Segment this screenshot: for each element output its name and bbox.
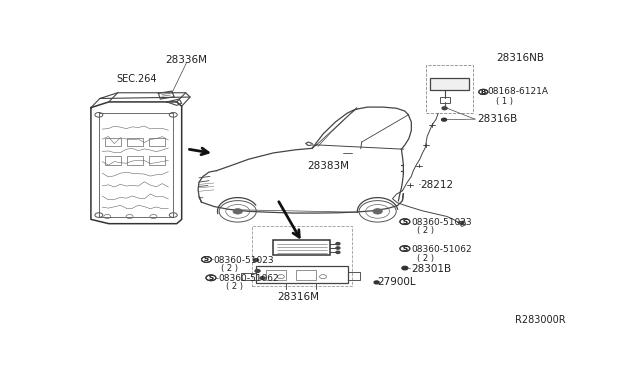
Text: 27900L: 27900L: [378, 278, 416, 288]
Text: ( 2 ): ( 2 ): [417, 254, 435, 263]
Text: ( 2 ): ( 2 ): [417, 226, 435, 235]
Bar: [127, 156, 143, 165]
Text: 08168-6121A: 08168-6121A: [488, 87, 548, 96]
Bar: [440, 97, 449, 103]
Text: S: S: [403, 219, 408, 225]
Text: 28336M: 28336M: [166, 55, 207, 65]
Bar: [127, 138, 143, 146]
Text: S: S: [204, 256, 209, 263]
Text: 08360-51023: 08360-51023: [412, 218, 472, 227]
Text: S: S: [209, 275, 214, 281]
Text: S: S: [209, 275, 214, 281]
Circle shape: [460, 222, 464, 224]
Circle shape: [336, 247, 340, 249]
Text: S: S: [204, 256, 209, 263]
Circle shape: [253, 259, 259, 262]
Bar: [252, 226, 352, 286]
Circle shape: [442, 118, 447, 121]
Circle shape: [373, 209, 382, 214]
Circle shape: [374, 281, 379, 284]
Text: S: S: [403, 246, 408, 251]
Circle shape: [255, 269, 260, 272]
Text: S: S: [403, 219, 408, 225]
Bar: [150, 156, 165, 165]
Text: 28316NB: 28316NB: [497, 52, 545, 62]
Bar: [429, 78, 469, 90]
Text: R283000R: R283000R: [515, 315, 566, 325]
Bar: [266, 270, 286, 280]
Text: ( 1 ): ( 1 ): [495, 97, 513, 106]
Text: S: S: [403, 246, 408, 251]
Text: SEC.264: SEC.264: [116, 74, 157, 84]
Text: 28316B: 28316B: [477, 114, 517, 124]
Text: 28212: 28212: [420, 180, 453, 190]
Circle shape: [260, 277, 265, 279]
Bar: [256, 266, 348, 283]
Bar: [105, 156, 121, 165]
Bar: [105, 138, 121, 146]
Bar: [150, 138, 165, 146]
Bar: [273, 240, 330, 255]
Circle shape: [336, 243, 340, 245]
Text: B: B: [481, 89, 486, 95]
Text: 28383M: 28383M: [307, 161, 349, 171]
Text: 08360-51062: 08360-51062: [412, 245, 472, 254]
Text: ( 2 ): ( 2 ): [226, 282, 243, 291]
Circle shape: [442, 107, 447, 110]
Circle shape: [402, 266, 408, 270]
Circle shape: [233, 209, 243, 214]
Text: ( 2 ): ( 2 ): [221, 264, 238, 273]
Text: B: B: [481, 89, 486, 95]
Circle shape: [336, 251, 340, 253]
Text: 28301B: 28301B: [412, 264, 451, 274]
Bar: [296, 270, 316, 280]
Text: 08360-51023: 08360-51023: [213, 256, 273, 264]
Text: 28316M: 28316M: [277, 292, 319, 302]
Bar: [426, 65, 474, 113]
Text: 08360-51062: 08360-51062: [218, 273, 278, 283]
